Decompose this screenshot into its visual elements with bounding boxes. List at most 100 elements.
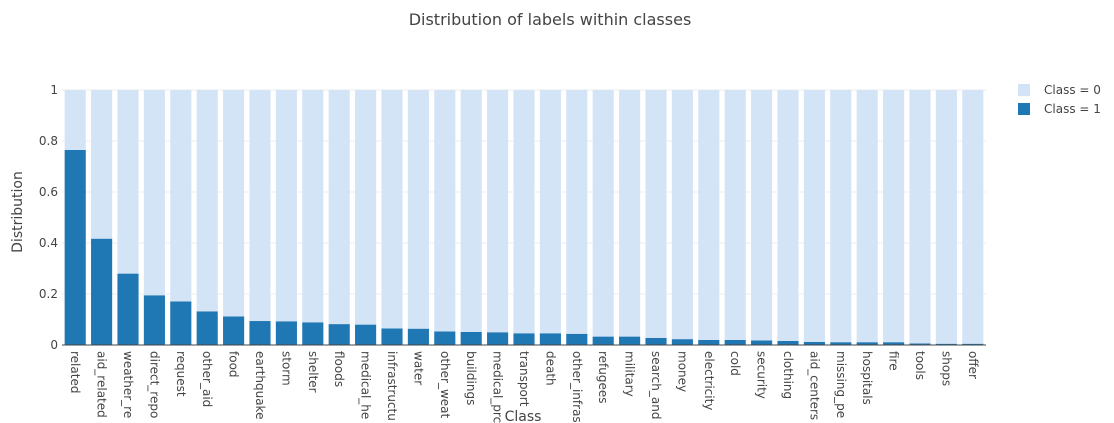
legend[interactable]: Class = 0 Class = 1 [1018, 83, 1101, 116]
x-tick-label: direct_repo [147, 351, 161, 418]
bar-storm-class-1[interactable] [275, 321, 297, 345]
bar-offer-class-1[interactable] [962, 343, 984, 345]
bar-refugees-class-0[interactable] [592, 90, 614, 337]
bar-death-class-1[interactable] [539, 333, 561, 345]
x-tick-label: earthquake [253, 351, 267, 419]
x-tick-label: weather_re [121, 351, 135, 418]
bar-search_and_rescue-class-1[interactable] [645, 337, 667, 345]
x-tick-label: water [411, 351, 425, 385]
x-tick-label: medical_he [359, 351, 373, 419]
bar-weather_related-class-1[interactable] [117, 273, 139, 345]
bar-shelter-class-0[interactable] [302, 90, 324, 323]
x-tick-label: security [755, 351, 769, 399]
bar-buildings-class-1[interactable] [460, 331, 482, 345]
bar-medical_products-class-1[interactable] [487, 332, 509, 345]
bar-weather_related-class-0[interactable] [117, 90, 139, 274]
bar-money-class-1[interactable] [671, 339, 693, 345]
bar-shops-class-0[interactable] [935, 90, 957, 344]
bar-missing_people-class-0[interactable] [830, 90, 852, 343]
bar-other_weather-class-1[interactable] [434, 331, 456, 345]
x-tick-label: missing_pe [834, 351, 848, 418]
x-tick-label: offer [966, 351, 980, 379]
legend-label[interactable]: Class = 1 [1044, 102, 1101, 116]
legend-swatch[interactable] [1018, 84, 1030, 96]
bar-shops-class-1[interactable] [935, 343, 957, 345]
bar-request-class-1[interactable] [170, 301, 192, 345]
y-tick-label: 0.8 [39, 134, 58, 148]
bar-related-class-1[interactable] [64, 149, 86, 345]
legend-swatch[interactable] [1018, 103, 1030, 115]
bar-electricity-class-1[interactable] [698, 339, 720, 345]
bar-tools-class-1[interactable] [909, 343, 931, 345]
x-tick-label: fire [887, 351, 901, 371]
bar-shelter-class-1[interactable] [302, 322, 324, 345]
y-tick-label: 1 [50, 83, 58, 97]
bar-death-class-0[interactable] [539, 90, 561, 334]
bar-food-class-0[interactable] [223, 90, 245, 317]
bar-clothing-class-0[interactable] [777, 90, 799, 341]
bar-military-class-1[interactable] [619, 336, 641, 345]
bar-medical_help-class-1[interactable] [355, 324, 377, 345]
bar-refugees-class-1[interactable] [592, 336, 614, 345]
bar-offer-class-0[interactable] [962, 90, 984, 344]
bar-security-class-1[interactable] [751, 340, 773, 345]
bar-other_aid-class-1[interactable] [196, 311, 218, 345]
bar-transport-class-0[interactable] [513, 90, 535, 334]
y-tick-label: 0 [50, 338, 58, 352]
bar-electricity-class-0[interactable] [698, 90, 720, 340]
bar-buildings-class-0[interactable] [460, 90, 482, 332]
x-tick-label: aid_related [95, 351, 109, 418]
y-tick-labels: 0 0.2 0.4 0.6 0.8 1 [39, 83, 58, 352]
x-tick-label: medical_prc [491, 351, 505, 423]
x-tick-labels: related aid_related weather_re direct_repo r… [68, 351, 980, 423]
bar-hospitals-class-1[interactable] [856, 342, 878, 345]
bar-hospitals-class-0[interactable] [856, 90, 878, 343]
bar-search_and_rescue-class-0[interactable] [645, 90, 667, 338]
bar-cold-class-1[interactable] [724, 339, 746, 345]
bar-other_weather-class-0[interactable] [434, 90, 456, 332]
y-tick-label: 0.6 [39, 185, 58, 199]
bar-infrastructure_related-class-1[interactable] [381, 328, 403, 345]
bar-floods-class-1[interactable] [328, 324, 350, 345]
bar-clothing-class-1[interactable] [777, 340, 799, 345]
bar-earthquake-class-0[interactable] [249, 90, 271, 322]
bar-water-class-1[interactable] [407, 328, 429, 345]
bar-aid_centers-class-1[interactable] [803, 341, 825, 345]
x-tick-label: infrastructu [385, 351, 399, 421]
legend-label[interactable]: Class = 0 [1044, 83, 1101, 97]
y-axis-title: Distribution [10, 171, 26, 253]
bar-fire-class-0[interactable] [883, 90, 905, 343]
x-tick-label: refugees [596, 351, 610, 404]
bar-medical_help-class-0[interactable] [355, 90, 377, 325]
bar-food-class-1[interactable] [223, 316, 245, 345]
bar-medical_products-class-0[interactable] [487, 90, 509, 333]
bar-fire-class-1[interactable] [883, 342, 905, 345]
bar-money-class-0[interactable] [671, 90, 693, 340]
x-tick-label: shops [939, 351, 953, 386]
bar-earthquake-class-1[interactable] [249, 321, 271, 345]
bar-security-class-0[interactable] [751, 90, 773, 341]
chart-title: Distribution of labels within classes [409, 10, 692, 29]
bar-request-class-0[interactable] [170, 90, 192, 302]
bar-storm-class-0[interactable] [275, 90, 297, 322]
bar-related-class-0[interactable] [64, 90, 86, 150]
bar-cold-class-0[interactable] [724, 90, 746, 340]
bar-water-class-0[interactable] [407, 90, 429, 329]
x-tick-label: floods [332, 351, 346, 387]
bar-military-class-0[interactable] [619, 90, 641, 337]
bar-direct_report-class-1[interactable] [143, 295, 165, 345]
bar-aid_centers-class-0[interactable] [803, 90, 825, 342]
bar-floods-class-0[interactable] [328, 90, 350, 325]
bar-other_infrastructure-class-1[interactable] [566, 333, 588, 345]
bar-transport-class-1[interactable] [513, 333, 535, 345]
bar-other_infrastructure-class-0[interactable] [566, 90, 588, 334]
bar-aid_related-class-0[interactable] [91, 90, 113, 239]
x-tick-label: money [675, 351, 689, 392]
bar-other_aid-class-0[interactable] [196, 90, 218, 312]
bar-direct_report-class-0[interactable] [143, 90, 165, 296]
bar-aid_related-class-1[interactable] [91, 238, 113, 345]
bar-infrastructure_related-class-0[interactable] [381, 90, 403, 329]
bar-tools-class-0[interactable] [909, 90, 931, 344]
bar-missing_people-class-1[interactable] [830, 342, 852, 345]
